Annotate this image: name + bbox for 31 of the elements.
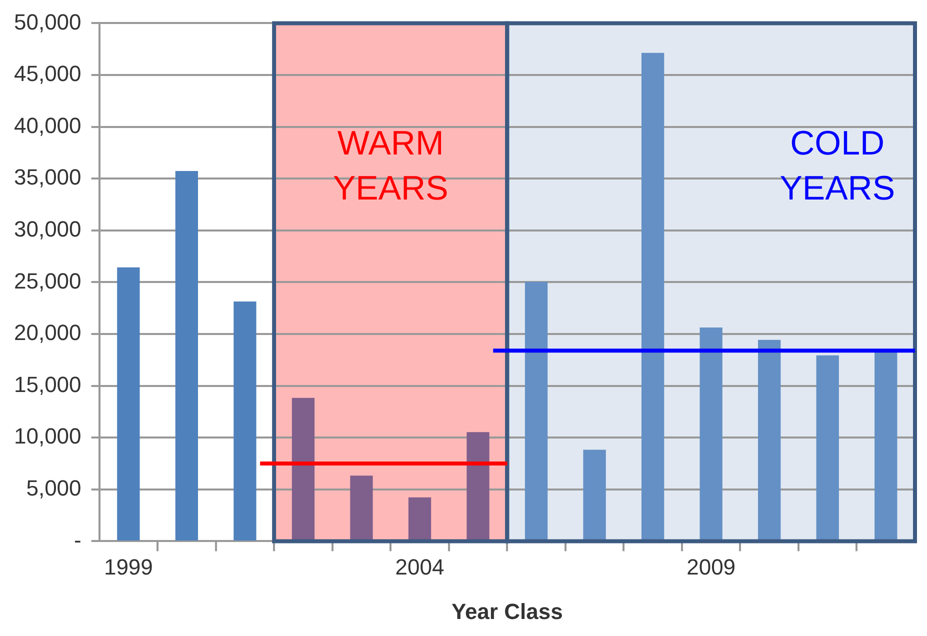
bar [700,327,722,541]
x-tick-label: 2009 [686,554,736,580]
bar [234,302,256,541]
y-tick-label: 20,000 [14,320,82,346]
band-label: COLD YEARS [780,124,895,208]
y-tick-label: 25,000 [14,268,82,294]
y-tick-label: 45,000 [14,61,82,86]
y-tick-label: 50,000 [14,9,82,34]
y-tick-label: 40,000 [14,112,82,138]
bar [292,398,315,541]
y-tick-label: 15,000 [14,372,82,397]
bar [175,171,198,541]
y-tick-label: 35,000 [14,164,82,190]
band-label: WARM YEARS [332,124,448,208]
x-tick-label: 1999 [104,554,153,580]
bar [874,351,898,541]
bar [117,267,140,541]
bar [583,450,606,541]
bar [524,282,548,541]
x-axis-title: Year Class [451,598,563,624]
y-tick-label: 10,000 [14,424,82,449]
y-tick-label: 5,000 [26,475,82,500]
bar [408,497,432,541]
x-tick-label: 2004 [395,554,444,580]
y-tick-label: 30,000 [14,216,82,242]
bar [641,52,664,541]
bar [816,355,839,541]
bar [758,340,781,541]
bar [350,476,373,541]
y-tick-label: - [74,527,82,552]
bar [466,432,490,541]
